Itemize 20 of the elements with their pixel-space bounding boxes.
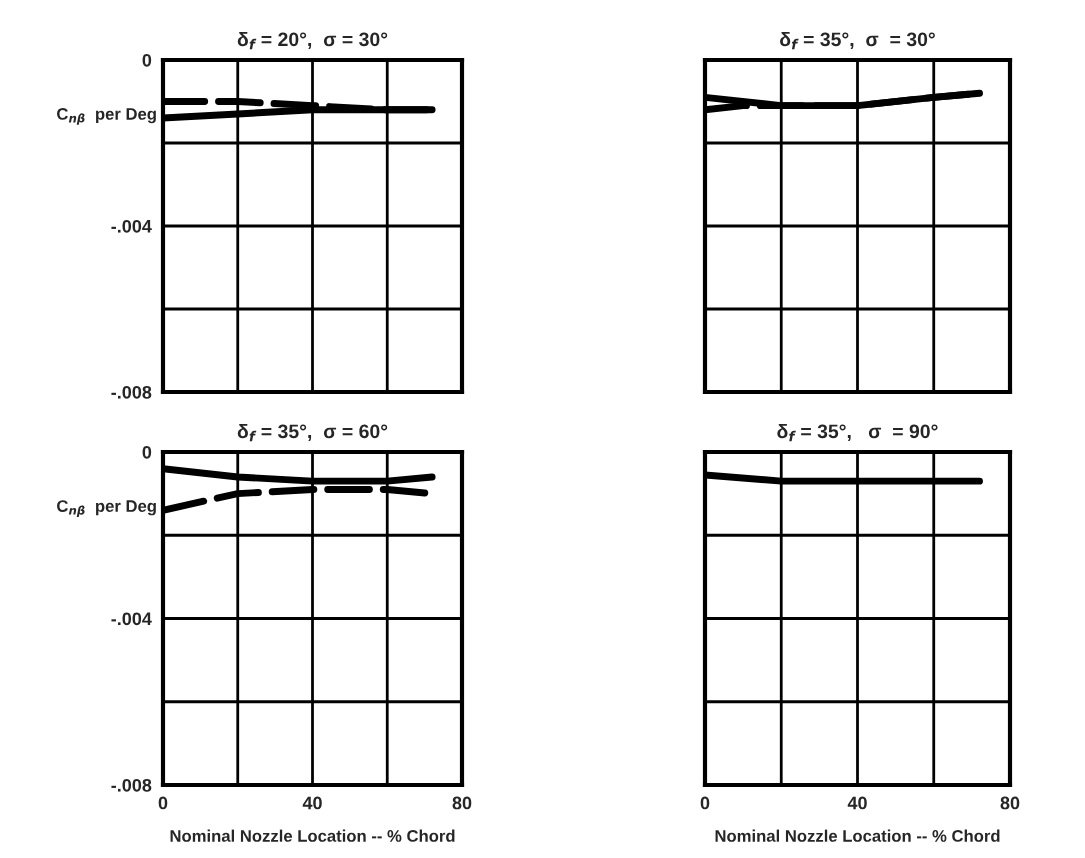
x-tick-label: 40 [302,796,322,810]
y-tick-label: -.004 [111,219,152,233]
y-axis-title: C$_{nβ}$ per Deg [57,108,156,125]
y-tick-label: 0 [142,445,152,459]
y-tick-label: 0 [142,53,152,67]
x-tick-label: 40 [847,796,867,810]
x-axis-title: Nominal Nozzle Location -- % Chord [170,829,455,842]
x-tick-label: 0 [700,796,710,810]
x-tick-label: 80 [452,796,472,810]
chart-title: δ$_{f}$ = 35°, σ = 60° [237,423,388,442]
chart-title: δ$_{f}$ = 35°, σ = 30° [780,31,935,50]
chart-title: δ$_{f}$ = 35°, σ = 90° [777,423,938,442]
y-axis-title: C$_{nβ}$ per Deg [57,500,156,517]
y-tick-label: -.004 [111,612,152,626]
x-tick-label: 80 [1000,796,1020,810]
x-axis-title: Nominal Nozzle Location -- % Chord [715,829,1000,842]
y-tick-label: -.008 [111,385,152,399]
x-tick-label: 0 [158,796,168,810]
y-tick-label: -.008 [111,778,152,792]
chart-title: δ$_{f}$ = 20°, σ = 30° [237,31,388,50]
